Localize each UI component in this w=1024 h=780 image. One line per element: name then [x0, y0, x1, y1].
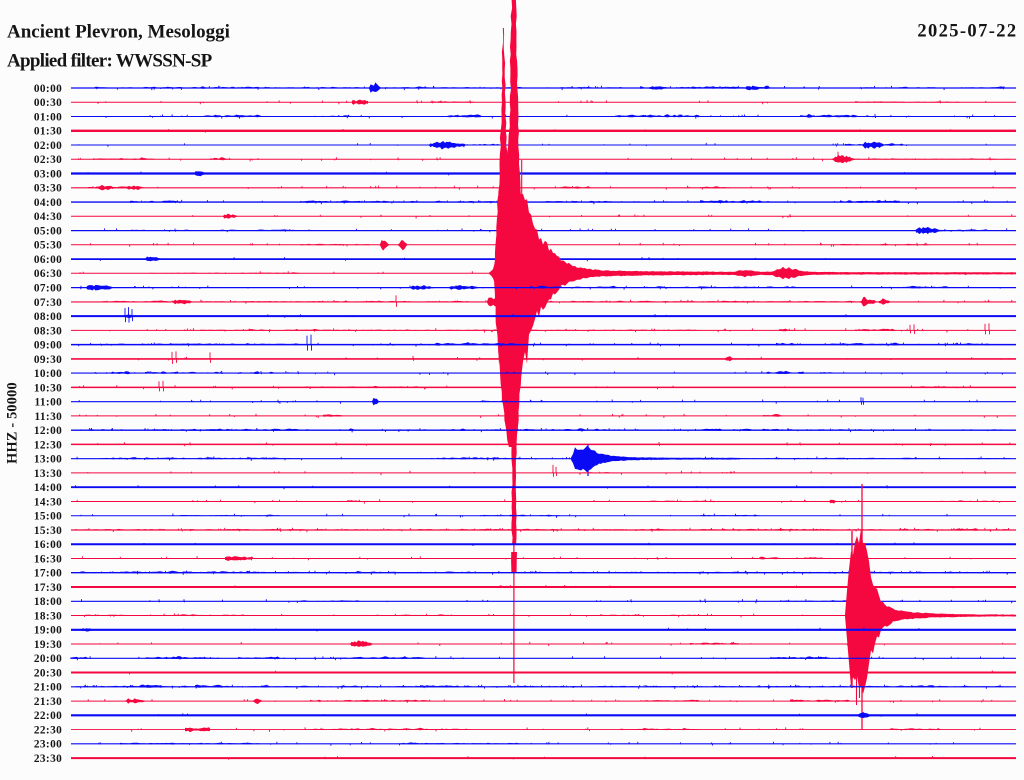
svg-text:01:30: 01:30 — [34, 126, 62, 138]
svg-text:09:00: 09:00 — [34, 340, 62, 352]
svg-text:07:30: 07:30 — [34, 297, 62, 309]
svg-text:05:30: 05:30 — [34, 240, 62, 252]
svg-text:10:00: 10:00 — [34, 368, 62, 380]
svg-text:23:00: 23:00 — [34, 739, 62, 751]
svg-text:02:30: 02:30 — [34, 154, 62, 166]
svg-text:01:00: 01:00 — [34, 111, 62, 123]
svg-text:Applied filter: WWSSN-SP: Applied filter: WWSSN-SP — [7, 51, 213, 72]
svg-text:21:30: 21:30 — [34, 696, 62, 708]
svg-text:07:00: 07:00 — [34, 283, 62, 295]
svg-text:22:00: 22:00 — [34, 710, 62, 722]
svg-text:05:00: 05:00 — [34, 226, 62, 238]
svg-text:18:30: 18:30 — [34, 610, 62, 622]
svg-text:18:00: 18:00 — [34, 596, 62, 608]
svg-text:17:30: 17:30 — [34, 582, 62, 594]
svg-text:14:30: 14:30 — [34, 496, 62, 508]
svg-text:20:30: 20:30 — [34, 667, 62, 679]
svg-text:08:30: 08:30 — [34, 325, 62, 337]
svg-text:16:00: 16:00 — [34, 539, 62, 551]
svg-text:13:00: 13:00 — [34, 454, 62, 466]
svg-text:06:30: 06:30 — [34, 268, 62, 280]
svg-text:06:00: 06:00 — [34, 254, 62, 266]
svg-text:20:00: 20:00 — [34, 653, 62, 665]
svg-text:09:30: 09:30 — [34, 354, 62, 366]
svg-text:08:00: 08:00 — [34, 311, 62, 323]
svg-text:10:30: 10:30 — [34, 382, 62, 394]
svg-text:11:00: 11:00 — [34, 397, 62, 409]
svg-text:00:30: 00:30 — [34, 97, 62, 109]
svg-text:12:00: 12:00 — [34, 425, 62, 437]
svg-text:04:30: 04:30 — [34, 211, 62, 223]
svg-text:16:30: 16:30 — [34, 553, 62, 565]
svg-text:21:00: 21:00 — [34, 682, 62, 694]
svg-text:00:00: 00:00 — [34, 83, 62, 95]
svg-text:Ancient Plevron, Mesologgi: Ancient Plevron, Mesologgi — [7, 22, 230, 43]
svg-text:15:30: 15:30 — [34, 525, 62, 537]
svg-text:03:30: 03:30 — [34, 183, 62, 195]
svg-text:17:00: 17:00 — [34, 568, 62, 580]
svg-text:02:00: 02:00 — [34, 140, 62, 152]
svg-text:HHZ - 50000: HHZ - 50000 — [5, 382, 21, 464]
svg-text:19:00: 19:00 — [34, 625, 62, 637]
svg-text:04:00: 04:00 — [34, 197, 62, 209]
svg-text:19:30: 19:30 — [34, 639, 62, 651]
svg-text:15:00: 15:00 — [34, 511, 62, 523]
svg-text:13:30: 13:30 — [34, 468, 62, 480]
svg-text:03:00: 03:00 — [34, 168, 62, 180]
svg-text:11:30: 11:30 — [34, 411, 62, 423]
svg-text:14:00: 14:00 — [34, 482, 62, 494]
svg-text:23:30: 23:30 — [34, 753, 62, 765]
svg-text:2025-07-22: 2025-07-22 — [917, 22, 1017, 42]
svg-text:22:30: 22:30 — [34, 725, 62, 737]
svg-text:12:30: 12:30 — [34, 439, 62, 451]
